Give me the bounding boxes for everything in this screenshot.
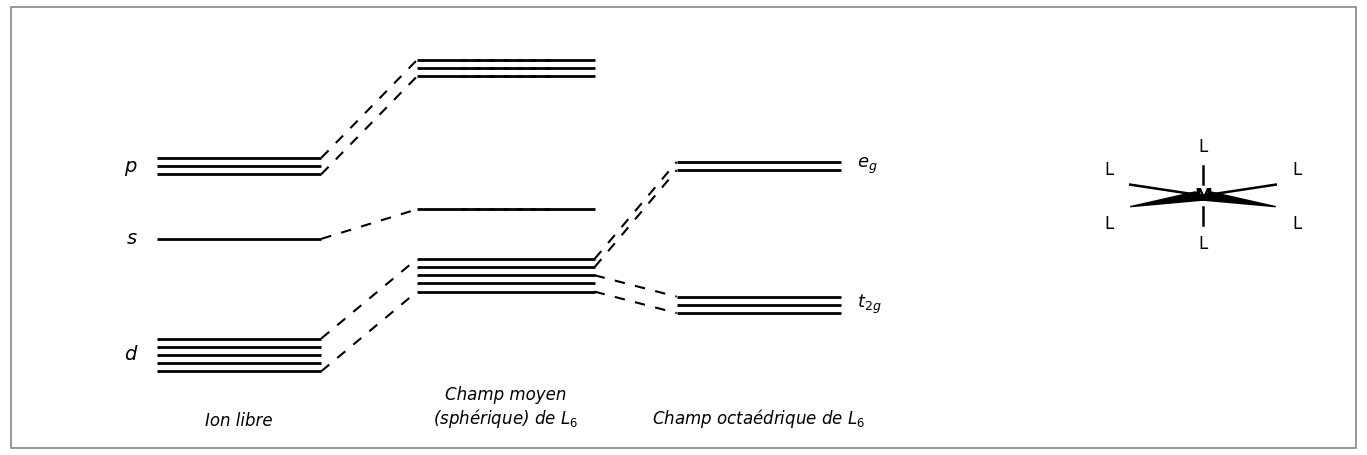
Text: d: d [124,345,137,364]
Polygon shape [1195,192,1275,207]
Text: M: M [1193,187,1213,205]
Polygon shape [1131,192,1211,207]
Text: $e_g$: $e_g$ [857,156,878,176]
Text: Ion libre: Ion libre [205,412,273,430]
Text: s: s [127,229,137,248]
Text: $t_{2g}$: $t_{2g}$ [857,293,882,316]
Text: L: L [1105,161,1114,179]
Text: L: L [1105,215,1114,233]
Text: L: L [1199,138,1207,156]
Text: Champ moyen
(sphérique) de $L_6$: Champ moyen (sphérique) de $L_6$ [433,385,578,430]
Text: Champ octaédrique de $L_6$: Champ octaédrique de $L_6$ [652,407,865,430]
Text: p: p [124,157,137,176]
Text: L: L [1292,161,1301,179]
Text: L: L [1292,215,1301,233]
Text: L: L [1199,235,1207,253]
